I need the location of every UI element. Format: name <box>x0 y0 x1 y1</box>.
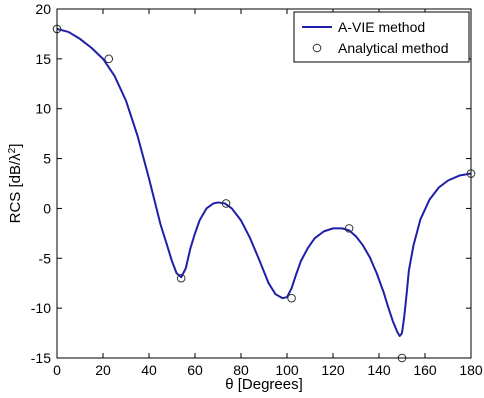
y-axis-label-superscript: 2 <box>7 147 18 153</box>
plot-frame <box>56 8 472 359</box>
y-tick-label: 0 <box>43 200 51 216</box>
series-point-analytical <box>344 224 354 233</box>
x-tick-label: 40 <box>141 362 157 378</box>
x-tick-label: 20 <box>95 362 111 378</box>
y-tick-label: 10 <box>35 101 51 117</box>
axis-ticks: 0 20 40 60 80 100 120 140 160 180 -15 -10 -5 0 5 10 15 20 <box>31 1 483 378</box>
legend-label-a-vie: A-VIE method <box>338 19 425 35</box>
y-tick-label: 15 <box>35 51 51 67</box>
series-point-analytical <box>104 54 114 64</box>
y-axis-label-tail: ] <box>7 144 24 148</box>
y-axis-label: RCS [dB/λ2] <box>7 144 25 224</box>
legend: A-VIE method Analytical method <box>293 11 470 63</box>
x-tick-label: 80 <box>233 362 249 378</box>
legend-box <box>293 11 470 63</box>
y-tick-label: 20 <box>35 1 51 17</box>
y-tick-label: -5 <box>39 250 52 266</box>
series-point-analytical <box>176 273 186 283</box>
legend-label-analytical: Analytical method <box>338 40 449 56</box>
y-axis-label-main: RCS [dB/λ <box>7 153 24 224</box>
x-tick-label: 120 <box>321 362 345 378</box>
x-tick-label: 100 <box>275 362 299 378</box>
y-tick-label: -15 <box>31 350 51 366</box>
x-tick-label: 0 <box>53 362 61 378</box>
legend-swatch-marker <box>312 43 322 53</box>
x-axis-label: θ [Degrees] <box>225 376 303 393</box>
x-tick-label: 60 <box>187 362 203 378</box>
series-line-a-vie <box>56 27 472 338</box>
series-point-analytical <box>287 293 296 303</box>
x-tick-label: 180 <box>459 362 483 378</box>
y-tick-label: 5 <box>43 151 51 167</box>
x-tick-label: 140 <box>367 362 391 378</box>
series-point-analytical <box>221 199 231 208</box>
x-tick-label: 160 <box>413 362 437 378</box>
y-tick-label: -10 <box>31 300 51 316</box>
plot-area <box>57 9 471 358</box>
